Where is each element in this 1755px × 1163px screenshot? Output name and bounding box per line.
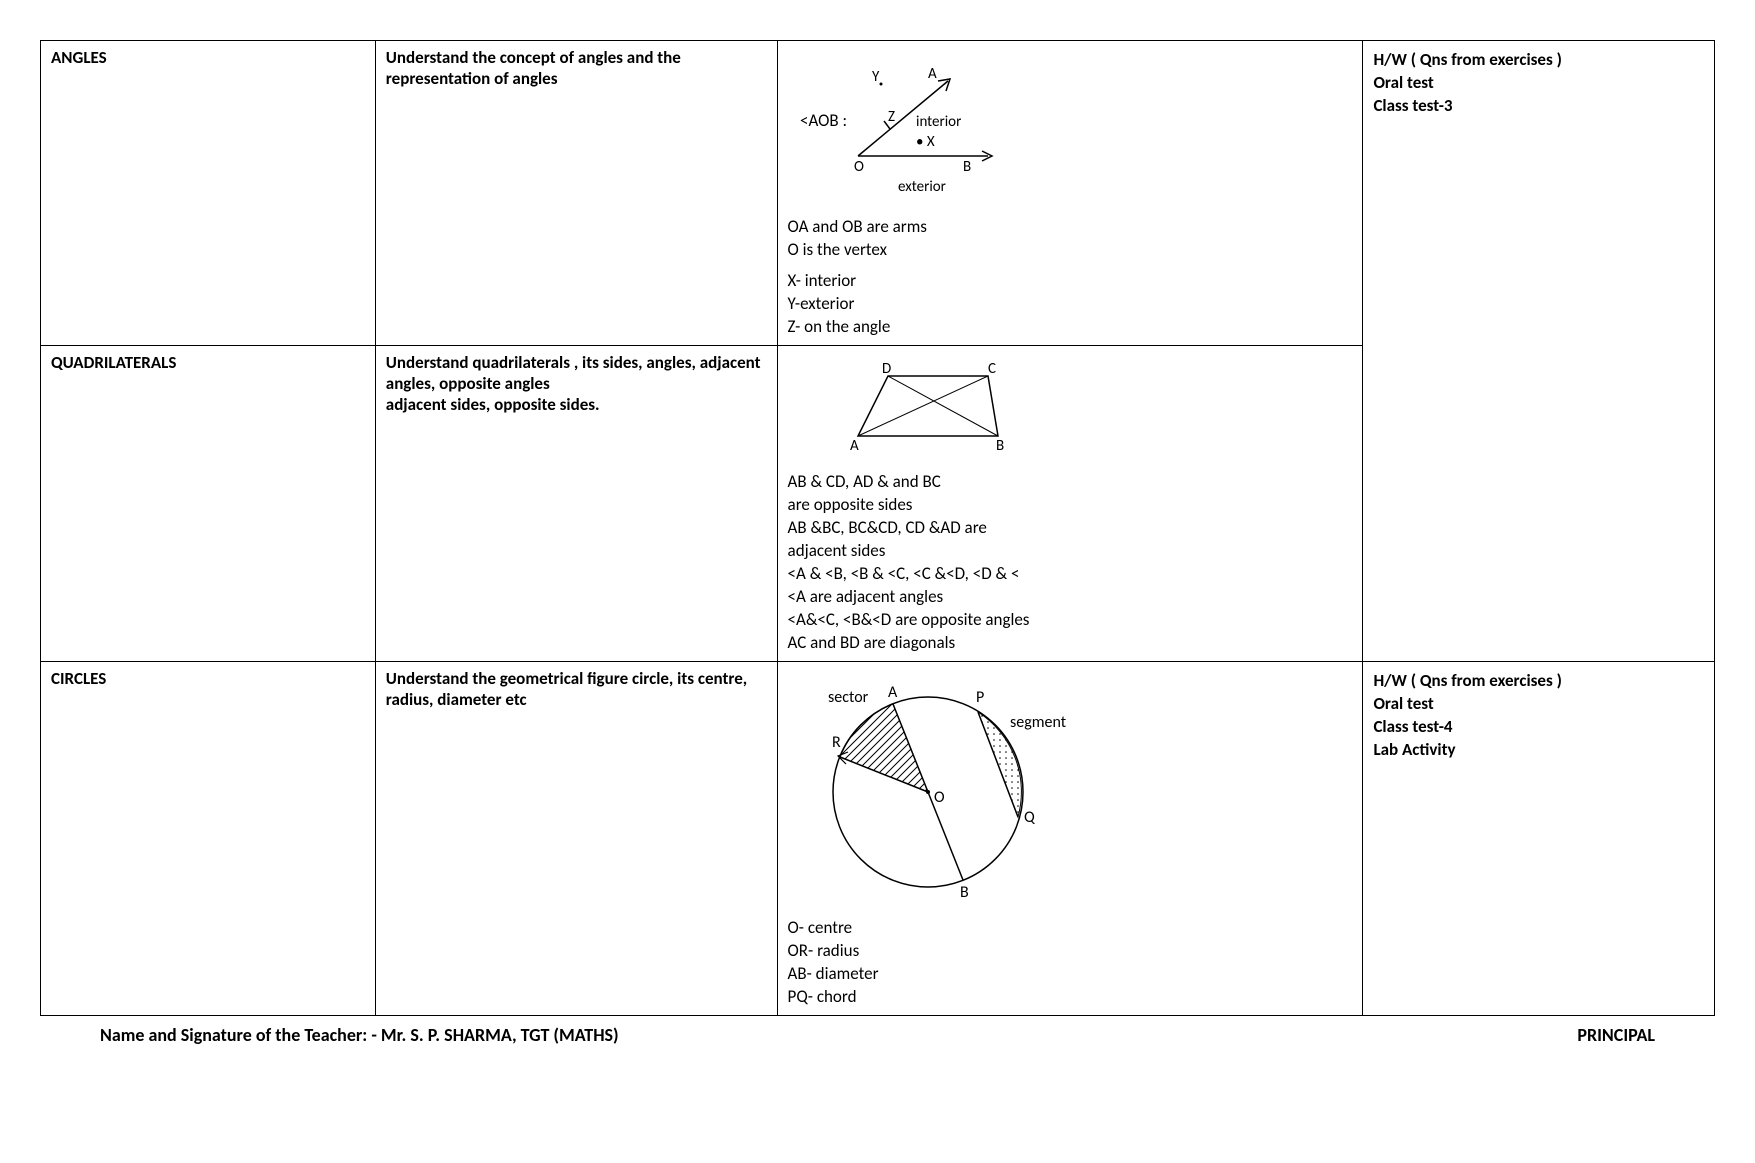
text-arms: OA and OB are arms: [788, 216, 1353, 237]
topic-cell: CIRCLES: [41, 662, 376, 1016]
syllabus-table: ANGLES Understand the concept of angles …: [40, 40, 1715, 1016]
assess-classtest: Class test-3: [1373, 95, 1704, 116]
quad-d2: are opposite sides: [788, 494, 1353, 515]
circle-c2: OR- radius: [788, 940, 1353, 961]
obj-line-2: adjacent sides, opposite sides.: [386, 394, 767, 415]
objective-cell: Understand the concept of angles and the…: [375, 41, 777, 346]
objective-cell: Understand the geometrical figure circle…: [375, 662, 777, 1016]
circle-c3: AB- diameter: [788, 963, 1353, 984]
quad-d1: AB & CD, AD & and BC: [788, 471, 1353, 492]
circle-c4: PQ- chord: [788, 986, 1353, 1007]
row-angles: ANGLES Understand the concept of angles …: [41, 41, 1715, 346]
topic-cell: ANGLES: [41, 41, 376, 346]
content-cell: sector A P segment R O Q B O- centre OR-…: [777, 662, 1363, 1016]
teacher-signature: Name and Signature of the Teacher: - Mr.…: [100, 1024, 619, 1046]
obj-line-1: Understand quadrilaterals , its sides, a…: [386, 352, 767, 394]
label-A: A: [850, 437, 859, 455]
label-R: R: [832, 733, 841, 752]
quad-d5: <A & <B, <B & <C, <C &<D, <D & <: [788, 563, 1353, 584]
objective-cell: Understand quadrilaterals , its sides, a…: [375, 346, 777, 662]
angle-diagram: Y A Z interior • X O B exterior <AOB :: [788, 51, 1353, 206]
label-A: A: [928, 65, 937, 83]
quad-d6: <A are adjacent angles: [788, 586, 1353, 607]
assess-oral: Oral test: [1373, 693, 1704, 714]
text-x: X- interior: [788, 270, 1353, 291]
assess-hw: H/W ( Qns from exercises ): [1373, 670, 1704, 691]
label-Xdot: • X: [916, 133, 935, 151]
label-B: B: [963, 158, 971, 176]
assessment-cell: H/W ( Qns from exercises ) Oral test Cla…: [1363, 662, 1715, 1016]
quad-d4: adjacent sides: [788, 540, 1353, 561]
quad-d8: AC and BD are diagonals: [788, 632, 1353, 653]
label-D: D: [882, 360, 891, 378]
footer: Name and Signature of the Teacher: - Mr.…: [40, 1016, 1715, 1046]
label-Y: Y: [872, 68, 880, 86]
row-circles: CIRCLES Understand the geometrical figur…: [41, 662, 1715, 1016]
content-cell: A B C D AB & CD, AD & and BC are opposit…: [777, 346, 1363, 662]
label-segment: segment: [1010, 713, 1067, 732]
circle-c1: O- centre: [788, 917, 1353, 938]
label-Q: Q: [1024, 808, 1036, 827]
label-A: A: [888, 683, 898, 702]
assess-oral: Oral test: [1373, 72, 1704, 93]
label-B: B: [996, 437, 1004, 455]
text-z: Z- on the angle: [788, 316, 1353, 337]
label-exterior: exterior: [898, 178, 946, 196]
label-Z: Z: [888, 108, 895, 126]
label-C: C: [988, 360, 996, 378]
content-cell: Y A Z interior • X O B exterior <AOB : O…: [777, 41, 1363, 346]
quad-d7: <A&<C, <B&<D are opposite angles: [788, 609, 1353, 630]
text-vertex: O is the vertex: [788, 239, 1353, 260]
principal-label: PRINCIPAL: [1577, 1024, 1655, 1046]
assess-classtest: Class test-4: [1373, 716, 1704, 737]
circle-diagram: sector A P segment R O Q B: [788, 672, 1353, 907]
label-interior: interior: [916, 113, 961, 131]
label-P: P: [976, 688, 984, 707]
assess-lab: Lab Activity: [1373, 739, 1704, 760]
topic-cell: QUADRILATERALS: [41, 346, 376, 662]
label-B: B: [960, 883, 969, 902]
label-AOB: <AOB :: [800, 110, 847, 131]
label-O: O: [854, 158, 864, 176]
text-y: Y-exterior: [788, 293, 1353, 314]
label-sector: sector: [828, 688, 869, 707]
assess-hw: H/W ( Qns from exercises ): [1373, 49, 1704, 70]
label-O: O: [934, 788, 945, 807]
quad-d3: AB &BC, BC&CD, CD &AD are: [788, 517, 1353, 538]
assessment-cell: H/W ( Qns from exercises ) Oral test Cla…: [1363, 41, 1715, 662]
quad-diagram: A B C D: [788, 356, 1353, 461]
